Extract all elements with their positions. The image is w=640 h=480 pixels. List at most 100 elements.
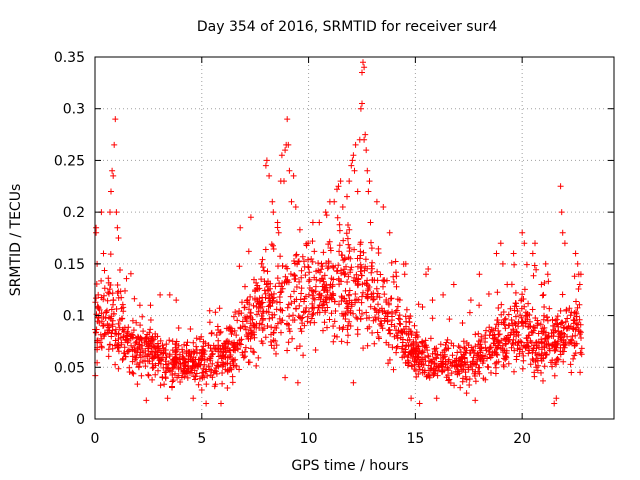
data-point bbox=[501, 355, 507, 362]
data-point bbox=[463, 340, 470, 346]
data-point bbox=[301, 298, 307, 305]
data-point bbox=[259, 310, 266, 316]
data-point bbox=[407, 350, 414, 357]
data-point bbox=[445, 365, 452, 372]
data-point bbox=[208, 330, 215, 337]
data-point bbox=[472, 378, 479, 385]
data-point bbox=[373, 198, 380, 205]
data-point bbox=[434, 372, 441, 379]
data-point bbox=[199, 346, 205, 353]
data-point bbox=[284, 265, 291, 272]
data-point bbox=[386, 229, 393, 236]
data-point bbox=[390, 273, 397, 280]
data-point bbox=[554, 313, 561, 320]
data-point bbox=[296, 226, 303, 233]
data-point bbox=[297, 314, 303, 321]
data-point bbox=[510, 327, 517, 334]
data-point bbox=[279, 285, 286, 292]
data-point bbox=[306, 291, 312, 298]
data-point bbox=[242, 344, 249, 351]
data-point bbox=[371, 305, 378, 312]
data-point bbox=[447, 380, 454, 386]
data-point bbox=[355, 296, 362, 303]
data-point bbox=[212, 346, 219, 353]
data-point bbox=[227, 365, 234, 371]
data-point bbox=[578, 335, 584, 341]
data-point bbox=[294, 261, 301, 268]
data-point bbox=[113, 209, 120, 216]
data-point bbox=[345, 332, 351, 339]
data-point bbox=[184, 374, 191, 381]
data-point bbox=[346, 178, 353, 185]
data-point bbox=[129, 353, 136, 360]
data-point bbox=[229, 379, 236, 386]
data-point bbox=[162, 374, 169, 381]
data-point bbox=[332, 308, 339, 314]
data-point bbox=[312, 347, 319, 353]
data-point bbox=[190, 359, 197, 365]
data-point bbox=[561, 344, 568, 351]
data-point bbox=[343, 298, 349, 305]
data-point bbox=[507, 305, 514, 312]
data-point bbox=[297, 325, 304, 332]
data-point bbox=[514, 342, 521, 349]
data-point bbox=[247, 309, 254, 316]
data-point bbox=[539, 292, 546, 299]
data-point bbox=[451, 382, 458, 389]
data-point bbox=[298, 274, 305, 281]
data-point bbox=[276, 315, 283, 322]
data-point bbox=[285, 279, 292, 286]
data-point bbox=[164, 395, 171, 402]
data-point bbox=[145, 351, 152, 358]
data-point bbox=[324, 304, 331, 311]
data-point bbox=[133, 319, 140, 326]
data-point bbox=[429, 315, 436, 322]
data-point bbox=[546, 345, 553, 352]
data-point bbox=[515, 332, 522, 338]
data-point bbox=[250, 302, 257, 309]
data-point bbox=[511, 261, 518, 268]
data-point bbox=[362, 263, 369, 270]
data-point bbox=[124, 348, 131, 355]
data-point bbox=[451, 358, 458, 365]
data-point bbox=[284, 347, 291, 354]
data-point bbox=[555, 323, 562, 330]
data-point bbox=[344, 326, 351, 333]
data-point bbox=[177, 361, 184, 368]
data-point bbox=[130, 370, 137, 377]
data-point bbox=[351, 246, 358, 253]
data-point bbox=[201, 356, 208, 363]
data-point bbox=[525, 332, 532, 339]
data-point bbox=[109, 321, 116, 328]
data-point bbox=[540, 291, 547, 298]
data-point bbox=[338, 267, 344, 274]
data-point bbox=[495, 358, 502, 365]
data-point bbox=[108, 313, 115, 320]
data-point bbox=[487, 354, 494, 361]
data-point bbox=[118, 339, 125, 346]
data-point bbox=[171, 363, 178, 370]
data-point bbox=[237, 324, 244, 331]
data-point bbox=[115, 320, 122, 327]
data-point bbox=[294, 379, 301, 386]
data-point bbox=[440, 291, 447, 298]
data-point bbox=[540, 316, 547, 323]
data-point bbox=[554, 355, 561, 362]
data-point bbox=[558, 319, 565, 326]
data-point bbox=[370, 296, 377, 303]
data-point bbox=[315, 260, 322, 267]
data-point bbox=[395, 315, 402, 322]
data-point bbox=[351, 167, 358, 174]
data-point bbox=[498, 301, 505, 308]
data-point bbox=[518, 305, 525, 312]
data-point bbox=[126, 364, 133, 371]
data-point bbox=[411, 358, 418, 365]
data-point bbox=[540, 377, 546, 384]
data-point bbox=[357, 268, 364, 275]
data-point bbox=[234, 317, 241, 324]
data-point bbox=[531, 342, 538, 349]
axis-ticks bbox=[94, 56, 614, 420]
data-point bbox=[246, 306, 252, 313]
data-point bbox=[270, 246, 277, 252]
data-point bbox=[567, 312, 574, 319]
